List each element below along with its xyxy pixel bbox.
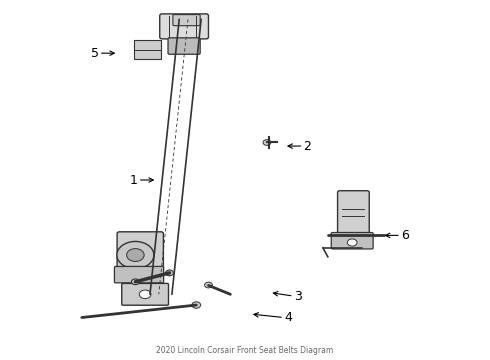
FancyBboxPatch shape (331, 233, 373, 249)
FancyBboxPatch shape (134, 40, 161, 59)
Circle shape (263, 140, 271, 145)
Text: 1: 1 (130, 174, 138, 186)
FancyBboxPatch shape (115, 266, 164, 283)
Circle shape (166, 270, 173, 276)
Circle shape (131, 279, 139, 285)
FancyBboxPatch shape (338, 191, 369, 234)
FancyBboxPatch shape (173, 15, 200, 26)
Circle shape (126, 249, 144, 261)
Circle shape (347, 239, 357, 246)
FancyBboxPatch shape (160, 14, 208, 39)
Circle shape (192, 302, 201, 308)
FancyBboxPatch shape (117, 232, 163, 271)
Circle shape (204, 282, 212, 288)
Circle shape (139, 290, 151, 298)
FancyBboxPatch shape (168, 38, 200, 54)
Text: 4: 4 (284, 311, 292, 324)
Text: 2020 Lincoln Corsair Front Seat Belts Diagram: 2020 Lincoln Corsair Front Seat Belts Di… (156, 346, 334, 355)
Text: 6: 6 (401, 229, 409, 242)
Text: 5: 5 (91, 47, 99, 60)
Text: 2: 2 (303, 140, 311, 153)
FancyBboxPatch shape (122, 283, 169, 305)
Text: 3: 3 (294, 289, 302, 303)
Circle shape (117, 242, 154, 269)
